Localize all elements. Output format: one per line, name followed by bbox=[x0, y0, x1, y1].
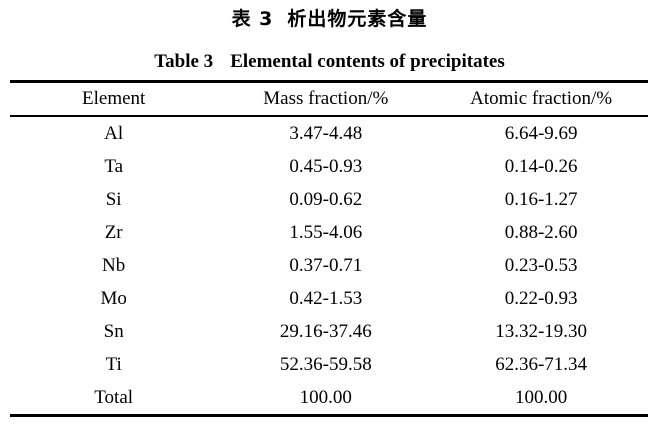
column-header: Element bbox=[10, 81, 218, 117]
table-cell: 0.88-2.60 bbox=[504, 221, 578, 243]
table-row: Ta 0.45-0.93 0.14-0.26 bbox=[10, 150, 648, 183]
table-row: Nb 0.37-0.71 0.23-0.53 bbox=[10, 249, 648, 282]
table-cell: 13.32-19.30 bbox=[495, 320, 588, 342]
table-caption-zh-label: 表 3 bbox=[231, 8, 274, 30]
table-cell: Si bbox=[105, 188, 122, 210]
table-row: Sn 29.16-37.46 13.32-19.30 bbox=[10, 315, 648, 348]
table-row: Al 3.47-4.48 6.64-9.69 bbox=[10, 116, 648, 150]
table-caption-zh-text: 析出物元素含量 bbox=[287, 8, 428, 30]
table-cell: Ti bbox=[105, 353, 122, 375]
table-cell: Mo bbox=[100, 287, 127, 309]
column-header: Atomic fraction/% bbox=[434, 81, 648, 117]
table-cell: 0.22-0.93 bbox=[504, 287, 578, 309]
table-caption-en: Table 3 Elemental contents of precipitate… bbox=[0, 50, 659, 74]
elemental-contents-table: Element Mass fraction/% Atomic fraction/% … bbox=[10, 80, 648, 417]
table-row: Mo 0.42-1.53 0.22-0.93 bbox=[10, 282, 648, 315]
table-cell: 0.14-0.26 bbox=[504, 155, 578, 177]
table-cell: 1.55-4.06 bbox=[289, 221, 363, 243]
table-caption-zh: 表 3 析出物元素含量 bbox=[0, 7, 659, 31]
table-cell: 100.00 bbox=[515, 386, 568, 408]
table-row: Ti 52.36-59.58 62.36-71.34 bbox=[10, 348, 648, 381]
table-cell: 0.09-0.62 bbox=[289, 188, 363, 210]
table-cell: 29.16-37.46 bbox=[279, 320, 372, 342]
table-header-row: Element Mass fraction/% Atomic fraction/% bbox=[10, 81, 648, 117]
table-cell: 0.37-0.71 bbox=[289, 254, 363, 276]
table-cell: 6.64-9.69 bbox=[504, 122, 578, 144]
table-caption-en-text: Elemental contents of precipitates bbox=[230, 51, 505, 72]
table-cell: Total bbox=[94, 386, 134, 408]
table-caption-en-label: Table 3 bbox=[154, 51, 214, 72]
table-row: Si 0.09-0.62 0.16-1.27 bbox=[10, 183, 648, 216]
table-cell: 100.00 bbox=[299, 386, 352, 408]
table-cell: 0.42-1.53 bbox=[289, 287, 363, 309]
table-cell: 3.47-4.48 bbox=[289, 122, 363, 144]
table-cell: 52.36-59.58 bbox=[279, 353, 372, 375]
table-cell: 0.23-0.53 bbox=[504, 254, 578, 276]
table-cell: 0.16-1.27 bbox=[504, 188, 578, 210]
table-cell: 0.45-0.93 bbox=[289, 155, 363, 177]
table-cell: Sn bbox=[103, 320, 124, 342]
table-cell: Zr bbox=[104, 221, 123, 243]
table-cell: Nb bbox=[102, 254, 126, 276]
table-cell: Al bbox=[104, 122, 124, 144]
table-row: Zr 1.55-4.06 0.88-2.60 bbox=[10, 216, 648, 249]
table-cell: 62.36-71.34 bbox=[495, 353, 588, 375]
table-row: Total 100.00 100.00 bbox=[10, 381, 648, 416]
table-body: Al 3.47-4.48 6.64-9.69 Ta 0.45-0.93 0.14-0.26… bbox=[10, 116, 648, 416]
table-cell: Ta bbox=[104, 155, 124, 177]
column-header: Mass fraction/% bbox=[217, 81, 435, 117]
